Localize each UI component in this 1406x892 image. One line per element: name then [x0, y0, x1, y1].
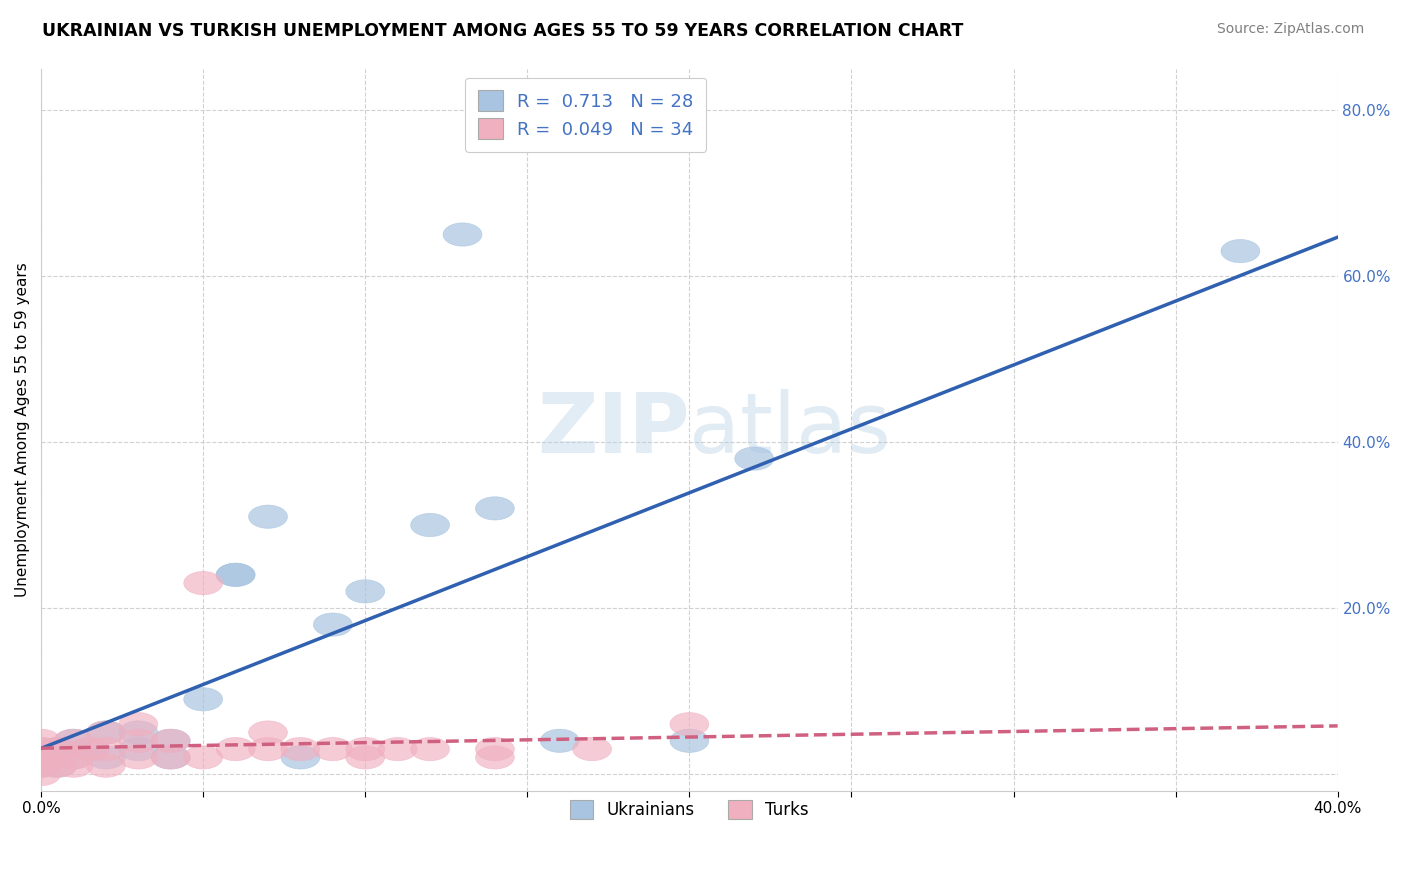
- Ellipse shape: [70, 738, 110, 761]
- Ellipse shape: [53, 729, 93, 753]
- Text: Source: ZipAtlas.com: Source: ZipAtlas.com: [1216, 22, 1364, 37]
- Ellipse shape: [411, 514, 450, 537]
- Ellipse shape: [572, 738, 612, 761]
- Ellipse shape: [346, 746, 385, 769]
- Ellipse shape: [184, 746, 222, 769]
- Ellipse shape: [249, 505, 287, 528]
- Ellipse shape: [475, 746, 515, 769]
- Ellipse shape: [53, 754, 93, 777]
- Ellipse shape: [443, 223, 482, 246]
- Ellipse shape: [87, 738, 125, 761]
- Ellipse shape: [735, 447, 773, 470]
- Ellipse shape: [217, 738, 254, 761]
- Ellipse shape: [38, 738, 77, 761]
- Ellipse shape: [152, 746, 190, 769]
- Ellipse shape: [281, 738, 319, 761]
- Ellipse shape: [184, 688, 222, 711]
- Legend: Ukrainians, Turks: Ukrainians, Turks: [564, 793, 815, 826]
- Ellipse shape: [38, 754, 77, 777]
- Text: UKRAINIAN VS TURKISH UNEMPLOYMENT AMONG AGES 55 TO 59 YEARS CORRELATION CHART: UKRAINIAN VS TURKISH UNEMPLOYMENT AMONG …: [42, 22, 963, 40]
- Text: ZIP: ZIP: [537, 389, 689, 470]
- Ellipse shape: [21, 738, 60, 761]
- Ellipse shape: [152, 729, 190, 753]
- Ellipse shape: [184, 572, 222, 595]
- Ellipse shape: [21, 754, 60, 777]
- Ellipse shape: [21, 746, 60, 769]
- Ellipse shape: [346, 738, 385, 761]
- Ellipse shape: [21, 746, 60, 769]
- Ellipse shape: [411, 738, 450, 761]
- Ellipse shape: [120, 713, 157, 736]
- Ellipse shape: [120, 738, 157, 761]
- Ellipse shape: [87, 721, 125, 744]
- Ellipse shape: [475, 497, 515, 520]
- Ellipse shape: [540, 729, 579, 753]
- Ellipse shape: [152, 746, 190, 769]
- Ellipse shape: [120, 721, 157, 744]
- Ellipse shape: [21, 754, 60, 777]
- Ellipse shape: [1220, 239, 1260, 263]
- Ellipse shape: [21, 738, 60, 761]
- Ellipse shape: [53, 729, 93, 753]
- Y-axis label: Unemployment Among Ages 55 to 59 years: Unemployment Among Ages 55 to 59 years: [15, 262, 30, 597]
- Ellipse shape: [38, 754, 77, 777]
- Ellipse shape: [21, 763, 60, 786]
- Ellipse shape: [38, 738, 77, 761]
- Ellipse shape: [152, 729, 190, 753]
- Ellipse shape: [53, 746, 93, 769]
- Text: atlas: atlas: [689, 389, 891, 470]
- Ellipse shape: [53, 746, 93, 769]
- Ellipse shape: [87, 754, 125, 777]
- Ellipse shape: [669, 713, 709, 736]
- Ellipse shape: [87, 721, 125, 744]
- Ellipse shape: [314, 613, 353, 636]
- Ellipse shape: [314, 738, 353, 761]
- Ellipse shape: [281, 746, 319, 769]
- Ellipse shape: [21, 729, 60, 753]
- Ellipse shape: [475, 738, 515, 761]
- Ellipse shape: [378, 738, 418, 761]
- Ellipse shape: [669, 729, 709, 753]
- Ellipse shape: [249, 738, 287, 761]
- Ellipse shape: [217, 563, 254, 586]
- Ellipse shape: [120, 729, 157, 753]
- Ellipse shape: [249, 721, 287, 744]
- Ellipse shape: [120, 746, 157, 769]
- Ellipse shape: [346, 580, 385, 603]
- Ellipse shape: [87, 746, 125, 769]
- Ellipse shape: [70, 738, 110, 761]
- Ellipse shape: [217, 563, 254, 586]
